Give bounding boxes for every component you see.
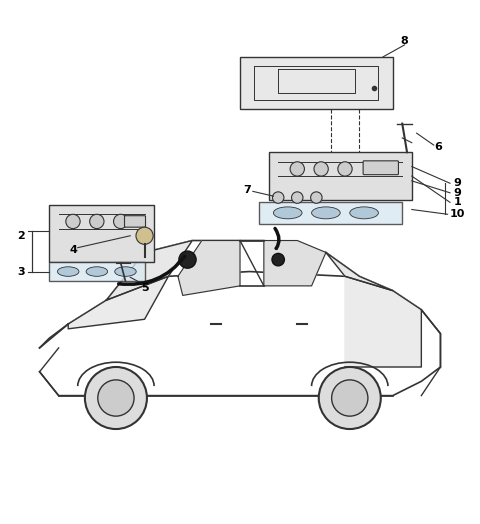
Polygon shape [178,241,240,296]
Text: 3: 3 [18,267,25,277]
Polygon shape [49,205,154,262]
Circle shape [338,162,352,176]
Text: 1: 1 [453,198,461,208]
Text: 9: 9 [453,178,461,188]
Circle shape [311,192,322,203]
Circle shape [291,192,303,203]
Ellipse shape [115,267,136,276]
FancyArrowPatch shape [275,228,279,248]
Circle shape [66,214,80,228]
Text: 4: 4 [69,245,77,255]
Polygon shape [326,253,393,291]
Text: 10: 10 [449,209,465,219]
Ellipse shape [58,267,79,276]
Polygon shape [240,57,393,110]
Circle shape [332,380,368,416]
FancyArrowPatch shape [119,256,184,285]
Text: 5: 5 [141,283,148,293]
Circle shape [85,367,147,429]
Circle shape [314,162,328,176]
Polygon shape [259,202,402,224]
Circle shape [179,251,196,268]
Circle shape [90,214,104,228]
Ellipse shape [274,207,302,219]
FancyBboxPatch shape [124,216,145,227]
Polygon shape [68,276,168,329]
Text: 6: 6 [434,143,442,152]
Polygon shape [269,152,412,200]
Circle shape [319,367,381,429]
Ellipse shape [350,207,378,219]
Ellipse shape [86,267,108,276]
Circle shape [114,214,128,228]
Text: 9: 9 [453,188,461,198]
Polygon shape [49,262,144,281]
Ellipse shape [312,207,340,219]
Polygon shape [345,276,421,367]
Text: 7: 7 [243,185,251,195]
Circle shape [98,380,134,416]
Circle shape [290,162,304,176]
Circle shape [136,227,153,244]
Circle shape [273,192,284,203]
Polygon shape [107,241,192,300]
Polygon shape [264,241,326,286]
FancyBboxPatch shape [363,161,398,174]
Text: 2: 2 [18,231,25,241]
Text: 8: 8 [401,36,408,46]
Circle shape [272,254,284,266]
